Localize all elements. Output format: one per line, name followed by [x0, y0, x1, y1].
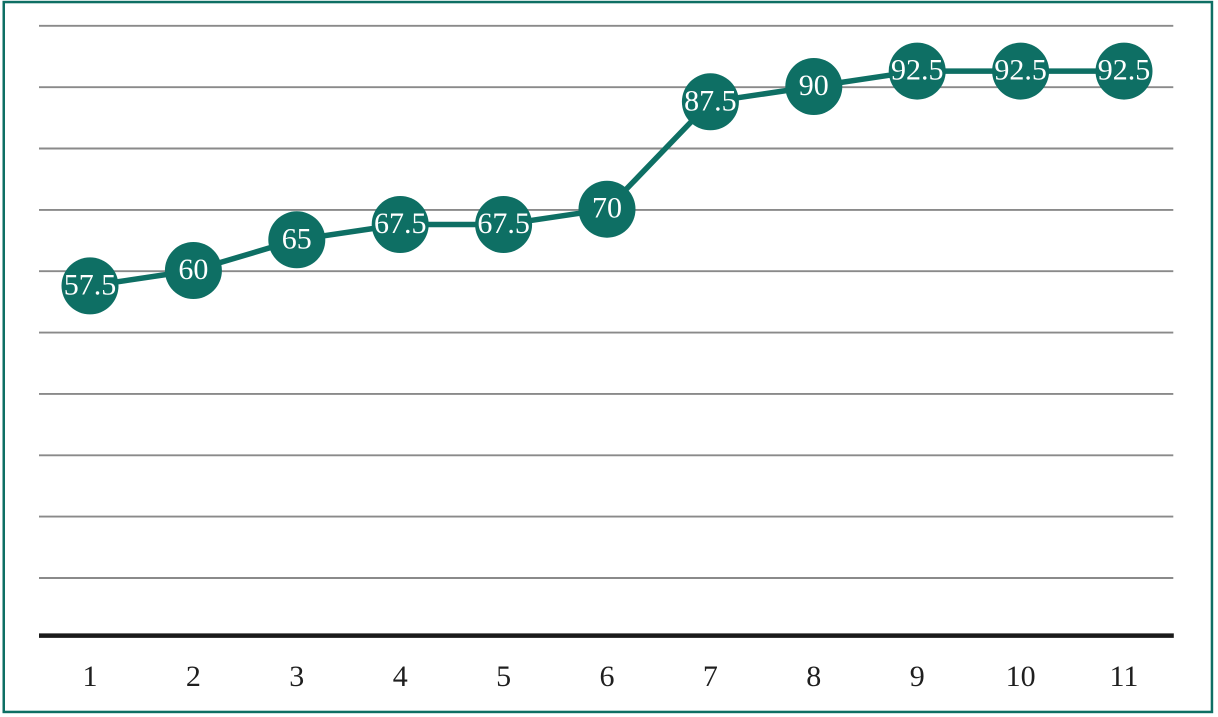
svg-text:7: 7 — [703, 660, 718, 693]
svg-text:90: 90 — [799, 69, 829, 102]
svg-text:92.5: 92.5 — [1098, 54, 1151, 87]
svg-text:2: 2 — [186, 660, 201, 693]
svg-text:11: 11 — [1110, 660, 1139, 693]
svg-text:92.5: 92.5 — [891, 54, 944, 87]
svg-text:60: 60 — [178, 253, 208, 286]
svg-text:4: 4 — [393, 660, 408, 693]
svg-text:5: 5 — [496, 660, 511, 693]
svg-text:8: 8 — [806, 660, 821, 693]
svg-text:87.5: 87.5 — [684, 84, 737, 117]
svg-text:67.5: 67.5 — [477, 207, 530, 240]
svg-text:57.5: 57.5 — [64, 268, 117, 301]
svg-text:6: 6 — [600, 660, 615, 693]
svg-text:10: 10 — [1006, 660, 1036, 693]
svg-text:1: 1 — [83, 660, 98, 693]
svg-text:67.5: 67.5 — [374, 207, 427, 240]
svg-text:70: 70 — [592, 192, 622, 225]
svg-text:92.5: 92.5 — [994, 54, 1047, 87]
svg-text:65: 65 — [282, 222, 312, 255]
svg-text:3: 3 — [289, 660, 304, 693]
svg-text:9: 9 — [910, 660, 925, 693]
